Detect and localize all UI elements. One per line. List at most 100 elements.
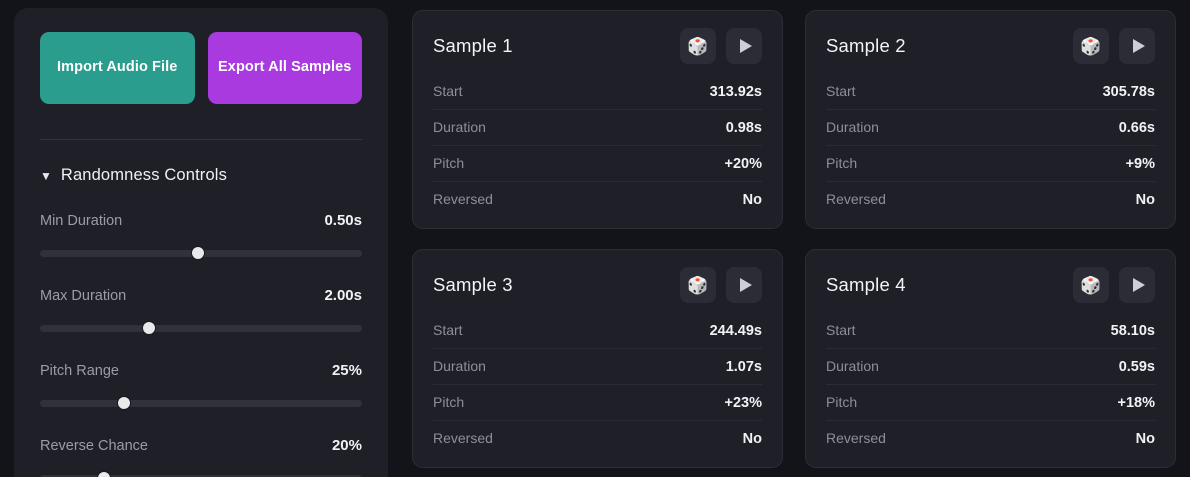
property-label: Reversed: [826, 191, 886, 207]
slider-thumb[interactable]: [190, 246, 205, 260]
max-duration-slider[interactable]: [40, 321, 362, 335]
property-row: Pitch +18%: [826, 385, 1155, 421]
play-icon: [1132, 278, 1145, 292]
property-row: Duration 1.07s: [433, 349, 762, 385]
property-label: Pitch: [826, 394, 858, 410]
play-sample-button[interactable]: [1119, 28, 1155, 64]
sample-title: Sample 1: [433, 35, 513, 56]
property-row: Reversed No: [826, 182, 1155, 217]
property-label: Duration: [433, 358, 486, 374]
sample-title: Sample 3: [433, 274, 513, 295]
primary-actions-row: Import Audio File Export All Samples: [40, 32, 362, 104]
slider-thumb[interactable]: [97, 471, 112, 477]
sample-properties: Start 244.49s Duration 1.07s Pitch +23% …: [433, 313, 762, 456]
property-value: 0.59s: [1118, 359, 1155, 375]
randomness-controls-title: Randomness Controls: [60, 166, 227, 184]
import-audio-file-button[interactable]: Import Audio File: [40, 32, 195, 104]
property-row: Reversed No: [826, 421, 1155, 456]
property-label: Start: [826, 83, 856, 99]
min-duration-label: Min Duration: [40, 213, 123, 229]
property-label: Reversed: [826, 430, 886, 446]
property-value: 305.78s: [1102, 84, 1155, 100]
property-label: Duration: [826, 119, 879, 135]
property-label: Reversed: [433, 430, 493, 446]
property-value: No: [742, 431, 762, 447]
min-duration-value: 0.50s: [324, 212, 362, 229]
play-icon: [1132, 39, 1145, 53]
play-icon: [739, 39, 752, 53]
play-sample-button[interactable]: [726, 28, 762, 64]
max-duration-value: 2.00s: [324, 287, 362, 304]
sample-card-header: Sample 1 🎲: [433, 28, 762, 64]
max-duration-label: Max Duration: [40, 288, 127, 304]
sample-card-header: Sample 4 🎲: [826, 267, 1155, 303]
randomize-sample-button[interactable]: 🎲: [1073, 267, 1109, 303]
sample-title: Sample 4: [826, 274, 906, 295]
sample-card-actions: 🎲: [680, 28, 762, 64]
property-label: Duration: [433, 119, 486, 135]
sample-card-actions: 🎲: [680, 267, 762, 303]
control-max-duration: Max Duration 2.00s: [40, 287, 362, 335]
property-row: Duration 0.66s: [826, 110, 1155, 146]
play-sample-button[interactable]: [1119, 267, 1155, 303]
property-label: Start: [826, 322, 856, 338]
min-duration-slider[interactable]: [40, 246, 362, 260]
pitch-range-slider[interactable]: [40, 396, 362, 410]
dice-icon: 🎲: [687, 275, 709, 295]
control-header: Max Duration 2.00s: [40, 287, 362, 304]
property-row: Pitch +9%: [826, 146, 1155, 182]
property-value: 0.66s: [1118, 120, 1155, 136]
export-all-samples-button[interactable]: Export All Samples: [207, 32, 362, 104]
play-icon: [739, 278, 752, 292]
slider-thumb[interactable]: [142, 321, 157, 335]
control-header: Min Duration 0.50s: [40, 212, 362, 229]
play-sample-button[interactable]: [726, 267, 762, 303]
randomness-controls-header[interactable]: ▼ Randomness Controls: [40, 166, 362, 185]
randomize-sample-button[interactable]: 🎲: [680, 28, 716, 64]
sample-card: Sample 4 🎲 Start 58.10s Duration: [805, 249, 1176, 468]
property-value: +9%: [1125, 156, 1155, 172]
property-label: Reversed: [433, 191, 493, 207]
control-header: Reverse Chance 20%: [40, 437, 362, 454]
randomize-sample-button[interactable]: 🎲: [1073, 28, 1109, 64]
chevron-down-icon: ▼: [40, 169, 52, 183]
control-header: Pitch Range 25%: [40, 362, 362, 379]
property-value: No: [1135, 192, 1155, 208]
reverse-chance-slider[interactable]: [40, 471, 362, 477]
property-row: Start 244.49s: [433, 313, 762, 349]
property-label: Start: [433, 83, 463, 99]
sample-card-actions: 🎲: [1073, 28, 1155, 64]
property-row: Start 313.92s: [433, 74, 762, 110]
property-value: +23%: [724, 395, 763, 411]
property-label: Start: [433, 322, 463, 338]
sample-title: Sample 2: [826, 35, 906, 56]
sample-card-header: Sample 3 🎲: [433, 267, 762, 303]
randomize-sample-button[interactable]: 🎲: [680, 267, 716, 303]
reverse-chance-label: Reverse Chance: [40, 438, 148, 454]
slider-track: [40, 474, 362, 477]
property-row: Start 305.78s: [826, 74, 1155, 110]
pitch-range-label: Pitch Range: [40, 363, 119, 379]
sample-card-header: Sample 2 🎲: [826, 28, 1155, 64]
property-label: Pitch: [433, 394, 465, 410]
slider-track: [40, 324, 362, 332]
sidebar-divider: [40, 139, 362, 140]
property-row: Duration 0.59s: [826, 349, 1155, 385]
sample-properties: Start 313.92s Duration 0.98s Pitch +20% …: [433, 74, 762, 217]
control-reverse-chance: Reverse Chance 20%: [40, 437, 362, 477]
control-pitch-range: Pitch Range 25%: [40, 362, 362, 410]
property-row: Reversed No: [433, 421, 762, 456]
property-value: +20%: [724, 156, 763, 172]
property-value: 58.10s: [1110, 323, 1155, 339]
property-label: Pitch: [826, 155, 858, 171]
property-row: Pitch +23%: [433, 385, 762, 421]
sample-card: Sample 2 🎲 Start 305.78s Duration: [805, 10, 1176, 229]
property-row: Reversed No: [433, 182, 762, 217]
pitch-range-value: 25%: [331, 362, 362, 379]
slider-thumb[interactable]: [116, 396, 131, 410]
property-value: No: [1135, 431, 1155, 447]
sample-card-actions: 🎲: [1073, 267, 1155, 303]
property-row: Start 58.10s: [826, 313, 1155, 349]
dice-icon: 🎲: [687, 36, 709, 56]
